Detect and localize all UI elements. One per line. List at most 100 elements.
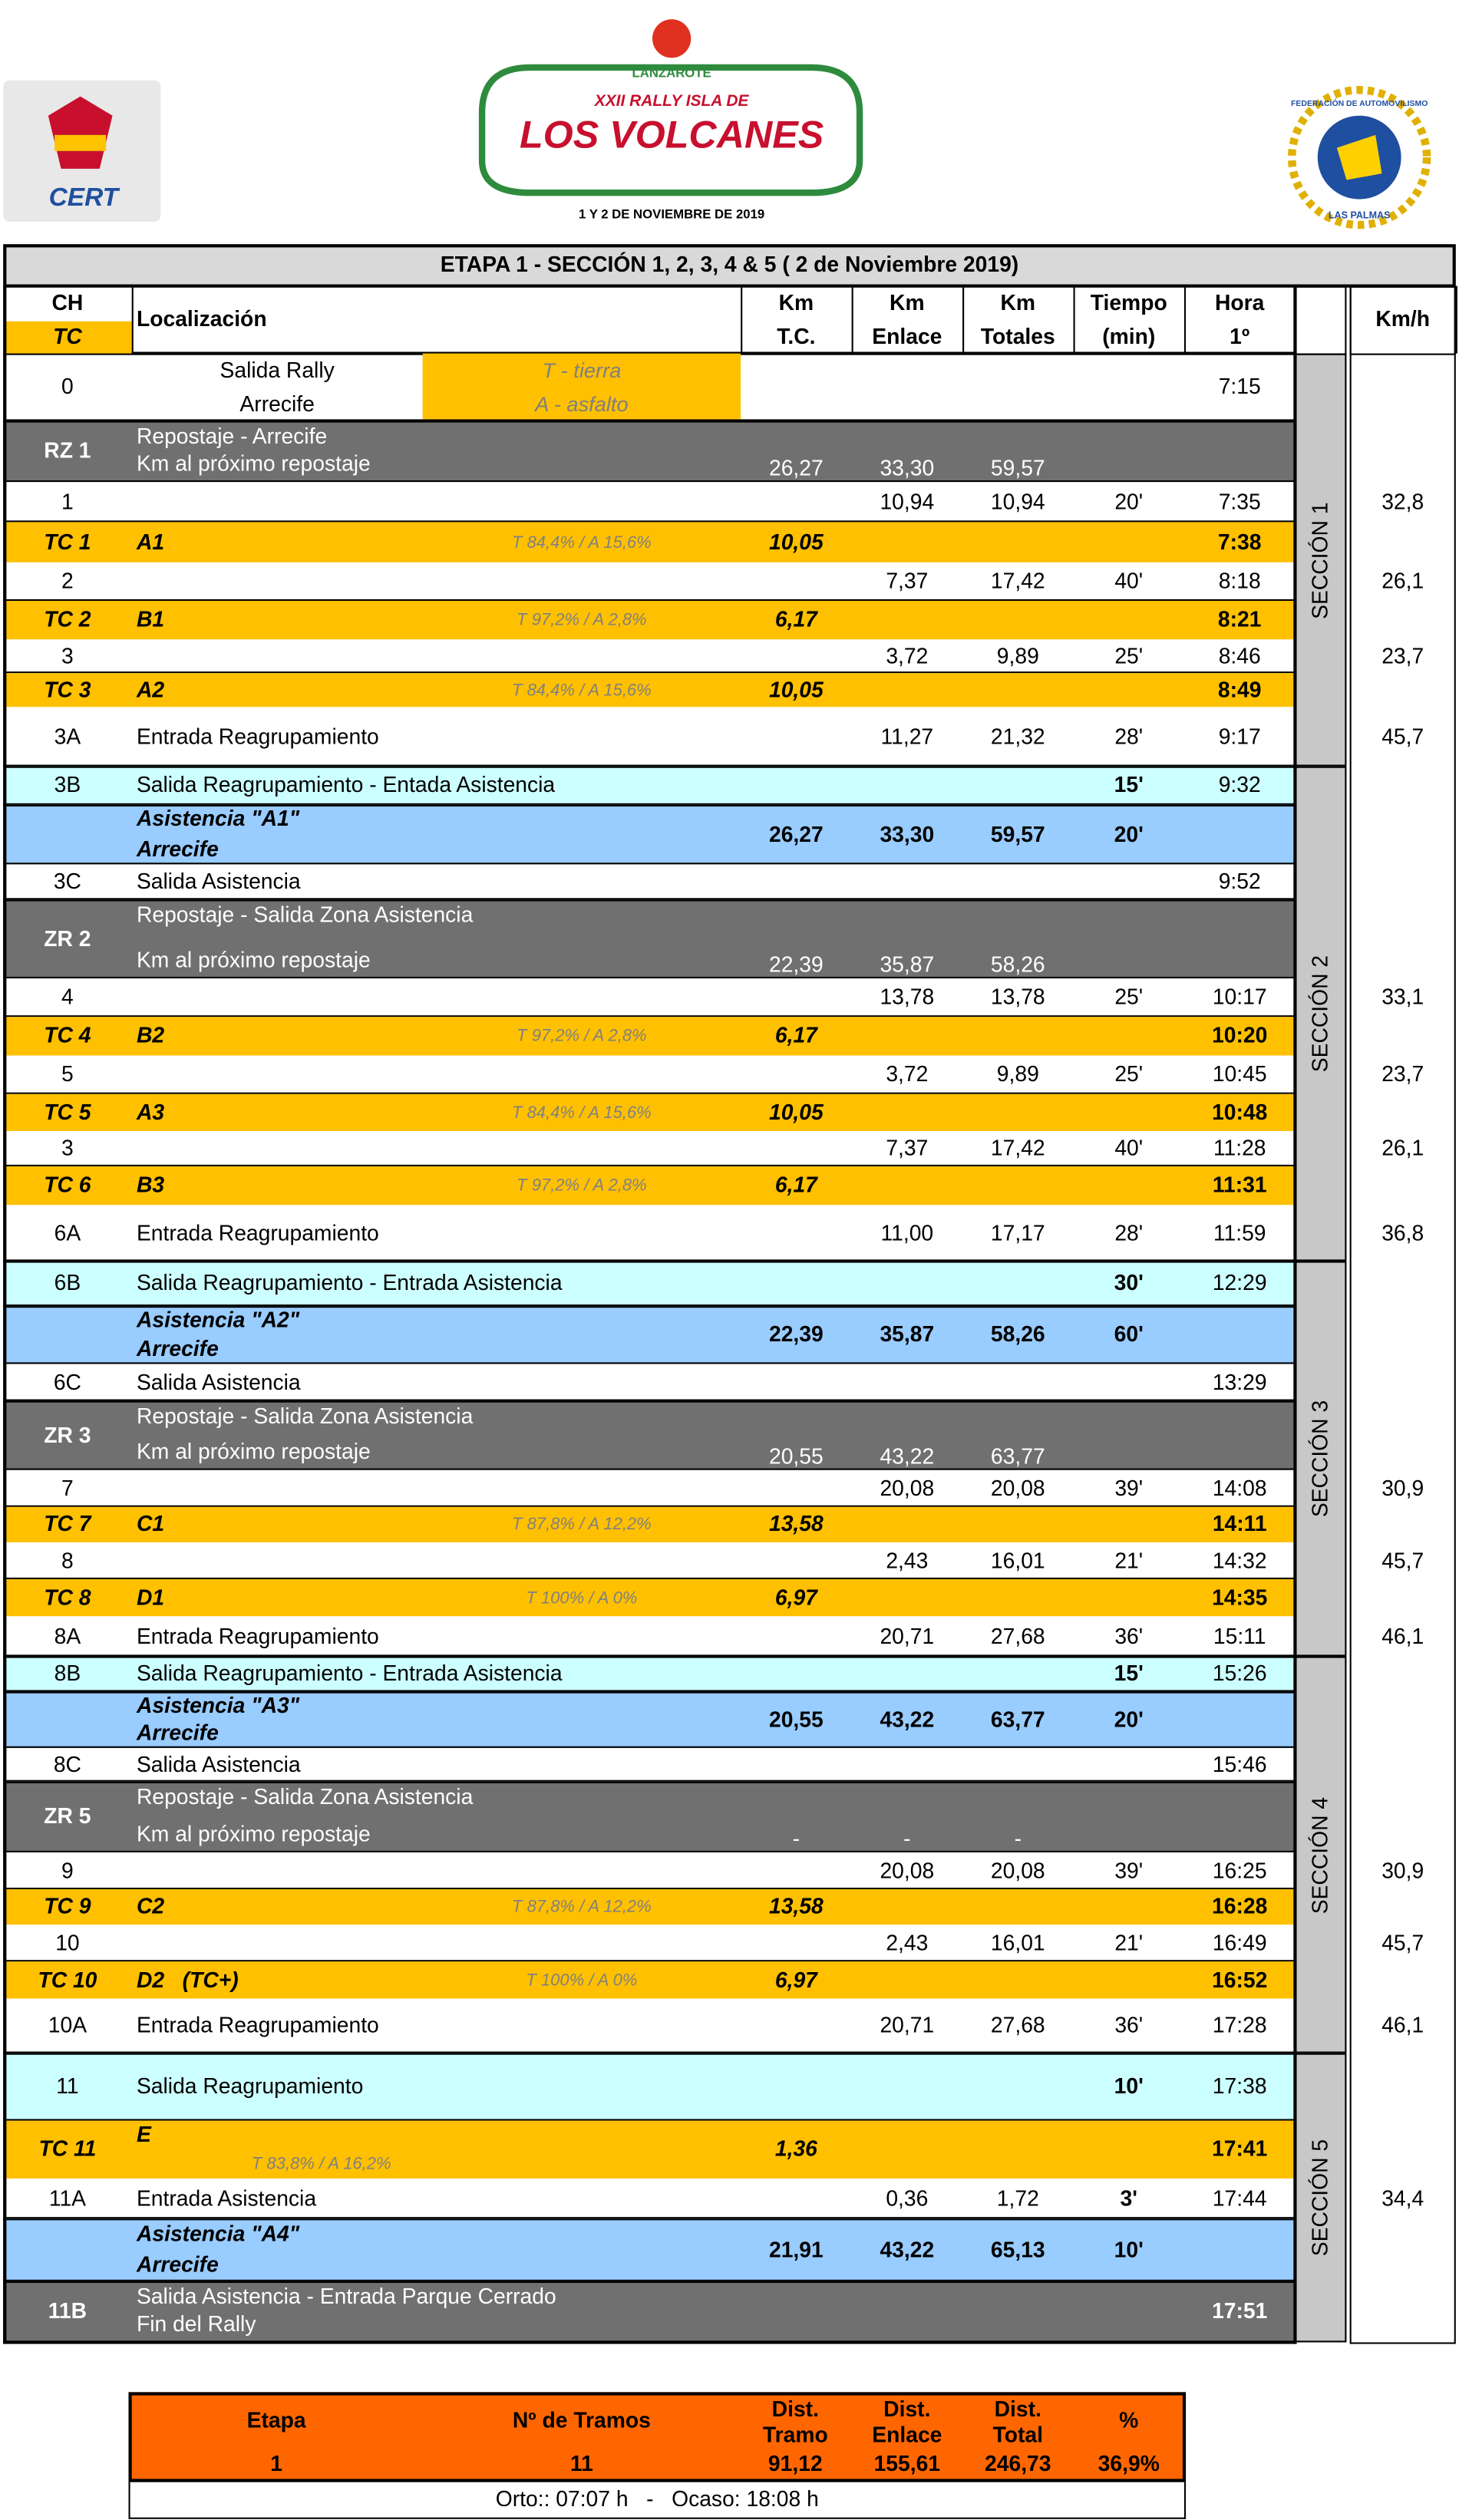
- checkpoint: 11: [56, 2073, 79, 2099]
- checkpoint: 9: [61, 1858, 74, 1882]
- cell-hora: 15:26: [1212, 1661, 1267, 1686]
- surface-box: [422, 353, 741, 420]
- location: Salida Rally: [220, 357, 335, 382]
- checkpoint: 10: [55, 1930, 80, 1954]
- cell-km-enlace: 43,22: [880, 1707, 935, 1731]
- rally-name: LOS VOLCANES: [520, 114, 824, 157]
- cell-hora: 9:52: [1218, 869, 1261, 894]
- cell-hora: 8:46: [1218, 643, 1261, 668]
- checkpoint: 3: [61, 1136, 74, 1160]
- speed: 26,1: [1381, 1136, 1424, 1160]
- federation-place: LAS PALMAS: [1329, 210, 1391, 221]
- table-row: [3, 1261, 1296, 1307]
- checkpoint: 0: [61, 374, 74, 399]
- cell-km-enlace: 0,36: [886, 2185, 929, 2210]
- surface: T - tierra: [542, 357, 622, 382]
- cell-km-totales: 27,68: [990, 2013, 1045, 2037]
- cell-km-totales: 63,77: [990, 1707, 1045, 1731]
- location: Entrada Reagrupamiento: [136, 1220, 379, 1245]
- table-row: [3, 1656, 1296, 1692]
- cell-hora: 11:31: [1212, 1173, 1267, 1197]
- cell-km-totales: 59,57: [990, 456, 1045, 480]
- checkpoint: 6B: [54, 1271, 81, 1295]
- cell-km-enlace: 35,87: [880, 952, 935, 977]
- table-row: [3, 899, 1296, 979]
- surface: T 84,4% / A 15,6%: [512, 680, 652, 700]
- cell-hora: 12:29: [1212, 1271, 1267, 1295]
- cell-hora: 10:48: [1212, 1100, 1268, 1124]
- cell-hora: 17:38: [1212, 2073, 1267, 2099]
- location: A1: [136, 529, 165, 554]
- column-header: Km: [1000, 290, 1036, 315]
- checkpoint: 3B: [54, 773, 81, 797]
- cell-km-enlace: 11,00: [880, 1220, 934, 1245]
- table-row: [3, 1961, 1296, 1999]
- table-row: [3, 673, 1296, 708]
- cell-hora: 16:52: [1212, 1967, 1268, 1992]
- speed: 45,7: [1381, 1548, 1424, 1572]
- rally-island: LANZAROTE: [632, 65, 711, 80]
- cell-tiempo: 36': [1114, 1623, 1144, 1648]
- cell-hora: 8:49: [1217, 677, 1262, 701]
- cell-tiempo: 28': [1114, 1220, 1144, 1245]
- header-divider: [851, 285, 853, 354]
- cell-km-enlace: 13,78: [880, 985, 935, 1009]
- cell-hora: 11:59: [1213, 1220, 1266, 1245]
- checkpoint: 8C: [53, 1752, 81, 1776]
- summary-value: 91,12: [767, 2451, 823, 2476]
- location: Repostaje - Arrecife: [136, 424, 328, 449]
- column-header: Km/h: [1375, 306, 1431, 331]
- checkpoint: 11A: [48, 2185, 87, 2210]
- checkpoint: 10A: [48, 2013, 87, 2037]
- summary-value: 1: [270, 2451, 282, 2476]
- column-header: (min): [1102, 324, 1156, 349]
- rally-logo-frame: [478, 64, 863, 196]
- checkpoint: 3: [61, 643, 74, 668]
- header-divider: [741, 285, 743, 354]
- location: Salida Asistencia: [136, 869, 301, 894]
- summary-header: Dist.: [883, 2396, 931, 2422]
- cell-km-tc: 22,39: [768, 1322, 824, 1347]
- logos: CERT LANZAROTE XXII RALLY ISLA DE LOS VO…: [3, 19, 1431, 229]
- cell-km-totales: 20,08: [990, 1858, 1045, 1882]
- cell-km-enlace: 7,37: [886, 1136, 929, 1160]
- cell-hora: 9:32: [1218, 773, 1261, 797]
- cell-km-totales: 16,01: [990, 1930, 1045, 1954]
- cell-km-tc: 10,05: [768, 1100, 824, 1124]
- location: B2: [136, 1023, 165, 1048]
- table-title-bar: [3, 244, 1456, 288]
- column-header: Totales: [980, 324, 1055, 349]
- cell-km-totales: 63,77: [990, 1444, 1045, 1469]
- surface: T 87,8% / A 12,2%: [512, 1515, 652, 1535]
- cell-km-enlace: 10,94: [880, 489, 935, 513]
- cell-km-tc: 6,17: [774, 1023, 817, 1048]
- cell-hora: 17:51: [1212, 2298, 1268, 2324]
- cell-hora: 17:28: [1212, 2013, 1267, 2037]
- cell-km-enlace: 20,08: [880, 1475, 935, 1500]
- checkpoint: 6A: [54, 1220, 81, 1245]
- checkpoint: TC 8: [44, 1585, 91, 1609]
- cell-tiempo: 25': [1114, 643, 1144, 668]
- checkpoint: TC 9: [44, 1894, 91, 1918]
- cell-km-enlace: 3,72: [886, 1061, 929, 1087]
- cell-tiempo: 20': [1114, 1707, 1144, 1731]
- section-label: SECCIÓN 4: [1308, 1796, 1332, 1914]
- cell-tiempo: 3': [1120, 2185, 1137, 2210]
- location: Salida Reagrupamiento - Entrada Asistenc…: [136, 1661, 563, 1686]
- summary-header: Enlace: [872, 2423, 942, 2447]
- checkpoint: TC 3: [44, 677, 91, 701]
- location: Repostaje - Salida Zona Asistencia: [136, 1784, 474, 1809]
- cell-km-tc: 26,27: [768, 821, 824, 846]
- location: Arrecife: [136, 836, 219, 861]
- checkpoint: TC 5: [44, 1100, 91, 1124]
- speed: 32,8: [1381, 489, 1424, 513]
- cell-km-tc: 21,91: [768, 2237, 824, 2261]
- checkpoint: ZR 2: [44, 925, 91, 951]
- cell-km-enlace: -: [903, 1826, 911, 1851]
- speed: 26,1: [1381, 569, 1424, 593]
- cell-km-totales: 58,26: [990, 1322, 1045, 1347]
- cell-km-enlace: 2,43: [886, 1930, 929, 1954]
- cell-tiempo: 21': [1114, 1548, 1144, 1572]
